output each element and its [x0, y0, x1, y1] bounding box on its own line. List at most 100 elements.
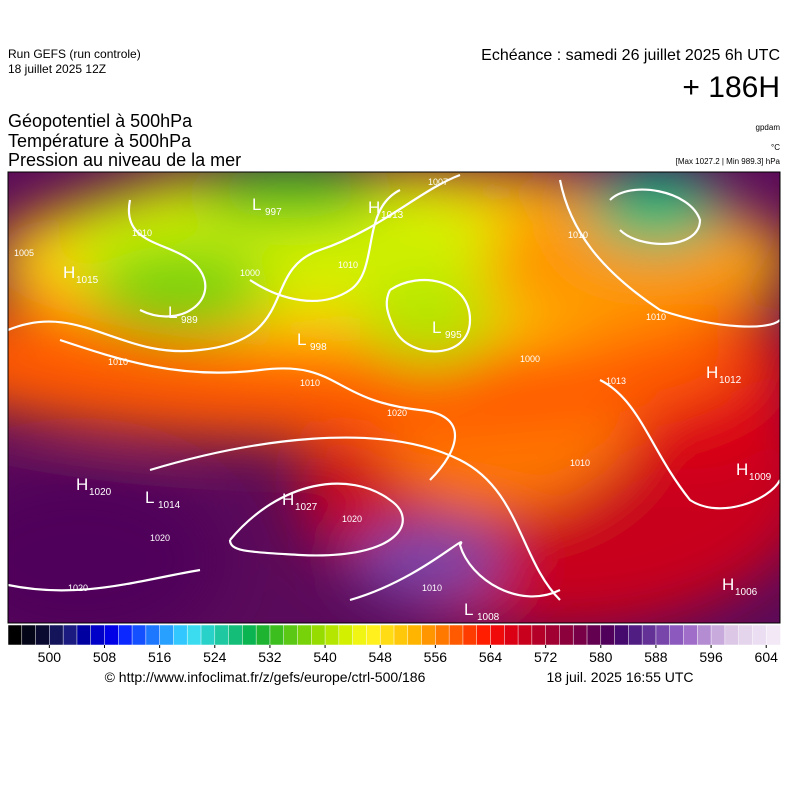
- pressure-center-value: 1015: [76, 275, 99, 286]
- colorbar-swatch: [572, 624, 588, 646]
- colorbar-swatch: [462, 624, 478, 646]
- colorbar-tick-label: 580: [589, 649, 613, 665]
- colorbar-swatch: [752, 624, 767, 646]
- lead-time: + 186H: [682, 71, 780, 104]
- colorbar-swatch: [62, 624, 78, 646]
- pressure-center-type: H: [706, 363, 718, 382]
- pressure-center-type: L: [464, 600, 473, 619]
- isobar-label: 1010: [132, 228, 152, 238]
- isobar-label: 1010: [570, 458, 590, 468]
- pressure-center-value: 989: [181, 315, 198, 326]
- colorbar-swatch: [683, 624, 699, 646]
- pressure-center-type: L: [168, 303, 177, 322]
- title: Pression au niveau de la mer: [8, 150, 241, 170]
- pressure-center-value: 995: [445, 330, 462, 341]
- pressure-center-type: L: [145, 488, 154, 507]
- colorbar-tick-label: 524: [203, 649, 227, 665]
- isobar-label: 1010: [568, 230, 588, 240]
- echeance: Echéance : samedi 26 juillet 2025 6h UTC: [481, 47, 780, 64]
- colorbar-tick-label: 596: [699, 649, 723, 665]
- colorbar-swatch: [379, 624, 395, 646]
- pressure-center-value: 1008: [477, 612, 500, 623]
- colorbar-swatch: [559, 624, 574, 646]
- colorbar-swatch: [90, 624, 106, 646]
- colorbar-swatch: [476, 624, 492, 646]
- colorbar-swatch: [517, 624, 533, 646]
- colorbar-swatch: [366, 624, 381, 646]
- pressure-center-value: 1014: [158, 500, 181, 511]
- map-frame: [7, 171, 781, 624]
- pressure-center-type: H: [282, 490, 294, 509]
- colorbar-swatch: [490, 624, 506, 646]
- pressure-center-type: L: [297, 330, 306, 349]
- colorbar-tick-label: 604: [755, 649, 779, 665]
- pressure-center-value: 1020: [89, 487, 112, 498]
- pressure-center-value: 1027: [295, 502, 318, 513]
- colorbar-tick-label: 588: [644, 649, 668, 665]
- colorbar-swatch: [600, 624, 616, 646]
- colorbar-swatch: [76, 624, 92, 646]
- colorbar-swatch: [669, 624, 685, 646]
- colorbar-swatch: [214, 624, 230, 646]
- colorbar-tick-label: 500: [38, 649, 62, 665]
- pressure-center-value: 998: [310, 342, 327, 353]
- run-date: 18 juillet 2025 12Z: [8, 62, 106, 76]
- pressure-center-type: H: [63, 263, 75, 282]
- colorbar-swatch: [228, 624, 244, 646]
- pressure-center-value: 1013: [381, 210, 404, 221]
- colorbar-swatch: [765, 624, 781, 646]
- colorbar-swatch: [545, 624, 561, 646]
- colorbar-swatch: [697, 624, 712, 646]
- isobar-label: 1000: [240, 268, 260, 278]
- pressure-center-type: L: [432, 318, 441, 337]
- pressure-center-type: L: [252, 195, 261, 214]
- isobar-label: 1005: [14, 248, 34, 258]
- colorbar-swatch: [641, 624, 657, 646]
- isobar-label: 1020: [68, 583, 88, 593]
- colorbar-swatch: [655, 624, 671, 646]
- colorbar-swatch: [324, 624, 340, 646]
- colorbar-tick-label: 572: [534, 649, 558, 665]
- colorbar-swatch: [7, 624, 23, 646]
- colorbar-swatch: [297, 624, 313, 646]
- colorbar-swatch: [407, 624, 423, 646]
- colorbar-tick-label: 564: [479, 649, 503, 665]
- colorbar-swatch: [104, 624, 120, 646]
- colorbar-swatch: [352, 624, 368, 646]
- pressure-center-type: H: [722, 575, 734, 594]
- colorbar-swatch: [49, 624, 64, 646]
- title: Température à 500hPa: [8, 131, 192, 151]
- isobar-label: 1000: [520, 354, 540, 364]
- colorbar-tick-label: 516: [148, 649, 172, 665]
- colorbar-swatch: [448, 624, 464, 646]
- pressure-center-type: H: [736, 460, 748, 479]
- colorbar-swatch: [131, 624, 147, 646]
- colorbar-swatch: [186, 624, 202, 646]
- colorbar-swatch: [614, 624, 630, 646]
- colorbar-swatch: [173, 624, 188, 646]
- title: Géopotentiel à 500hPa: [8, 111, 193, 131]
- isobar-label: 1020: [387, 408, 407, 418]
- run: Run GEFS (run controle): [8, 47, 141, 61]
- timestamp: 18 juil. 2025 16:55 UTC: [546, 669, 693, 685]
- pressure-center-value: 1009: [749, 472, 772, 483]
- isobar-label: 1010: [300, 378, 320, 388]
- colorbar-swatch: [21, 624, 37, 646]
- colorbar-swatch: [242, 624, 257, 646]
- colorbar-swatch: [421, 624, 437, 646]
- pressure-center-value: 1006: [735, 587, 758, 598]
- colorbar-swatch: [586, 624, 602, 646]
- colorbar-swatch: [118, 624, 133, 646]
- colorbar-swatch: [435, 624, 450, 646]
- unit: [Max 1027.2 | Min 989.3] hPa: [676, 157, 781, 166]
- colorbar-swatch: [255, 624, 271, 646]
- colorbar-swatch: [338, 624, 354, 646]
- colorbar-swatch: [283, 624, 299, 646]
- pressure-center-value: 997: [265, 207, 282, 218]
- colorbar: 500 508 516 524 532 540 548 556 564 572 580 588 596 6…: [7, 624, 781, 665]
- source-url: © http://www.infoclimat.fr/z/gefs/europe…: [105, 669, 426, 685]
- colorbar-tick-label: 556: [424, 649, 448, 665]
- isobar-label: 1013: [606, 376, 626, 386]
- colorbar-tick-label: 540: [313, 649, 337, 665]
